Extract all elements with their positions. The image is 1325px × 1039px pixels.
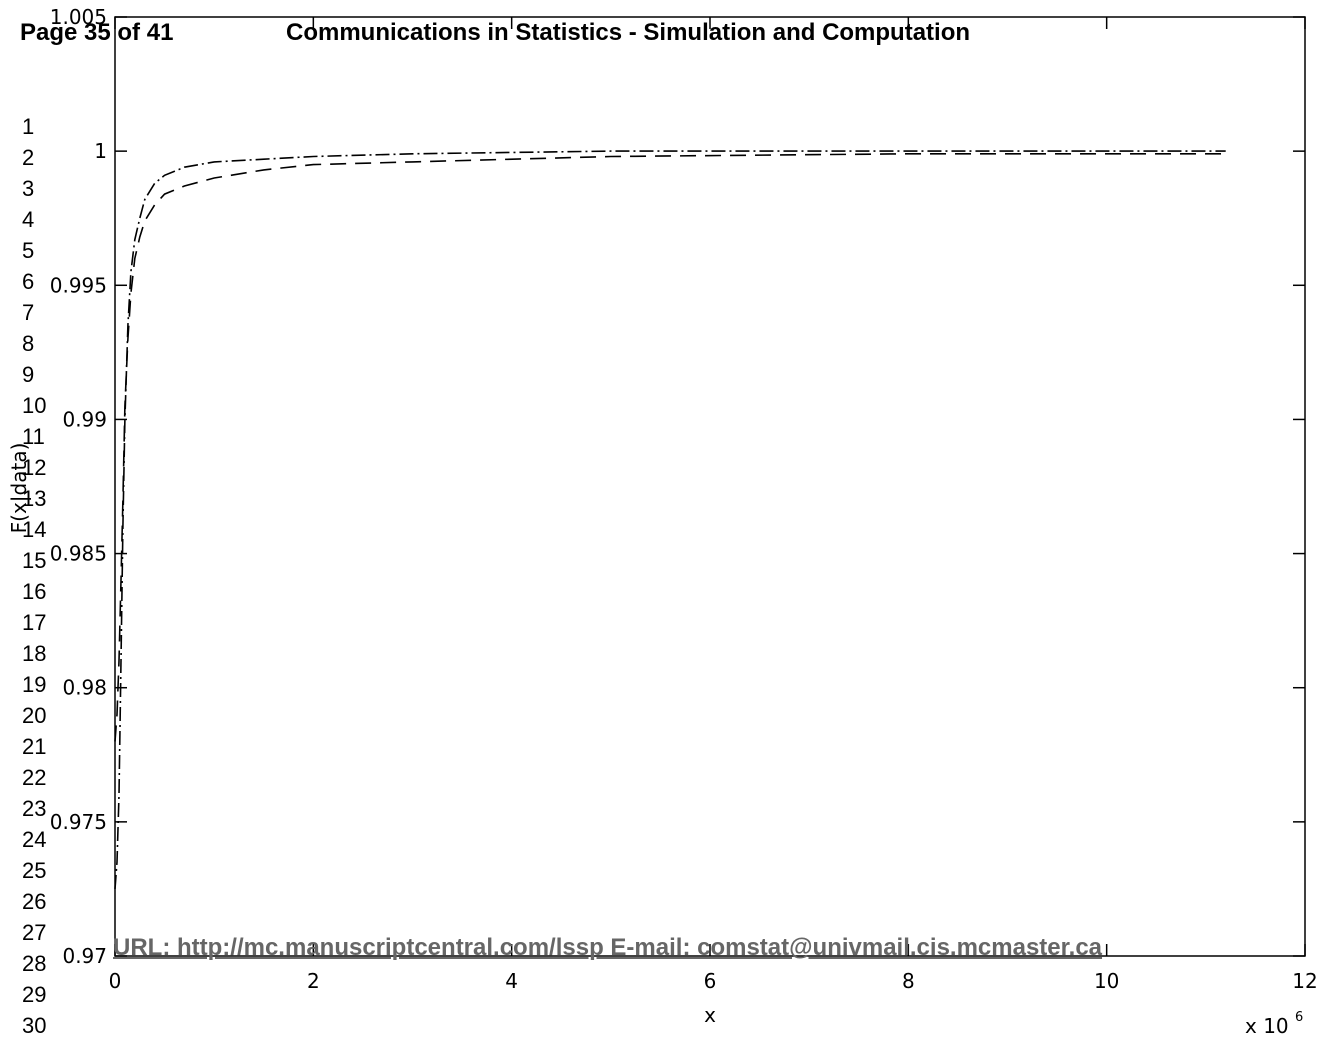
line-number: 5 xyxy=(22,238,35,263)
line-number: 25 xyxy=(22,858,47,883)
line-number: 11 xyxy=(22,424,45,449)
x-axis-multiplier-base: x 10 xyxy=(1245,1014,1289,1037)
y-tick-label: 0.98 xyxy=(62,676,107,700)
y-axis-label: F(x|data) xyxy=(7,443,31,534)
line-number: 15 xyxy=(22,548,47,573)
line-number: 13 xyxy=(22,486,47,511)
tick-layer: 0 2 4 6 8 10 12 0.97 0.975 0.98 0.985 0.99 0.995 1 1.0… xyxy=(50,5,1318,993)
line-number: 2 xyxy=(22,145,35,170)
line-number: 7 xyxy=(22,300,35,325)
x-axis-multiplier-exponent: 6 xyxy=(1295,1010,1303,1025)
y-tick-label: 1.005 xyxy=(50,5,107,29)
line-number: 27 xyxy=(22,920,47,945)
line-number: 9 xyxy=(22,362,35,387)
line-number: 6 xyxy=(22,269,35,294)
line-number: 26 xyxy=(22,889,47,914)
line-number: 8 xyxy=(22,331,35,356)
line-number: 22 xyxy=(22,765,47,790)
page-label: Page 35 of 41 xyxy=(20,19,174,46)
x-tick-label: 6 xyxy=(704,969,717,993)
x-tick-label: 0 xyxy=(109,969,122,993)
page-header: Page 35 of 41 Communications in Statisti… xyxy=(20,19,970,47)
line-number: 17 xyxy=(22,610,47,635)
y-tick-label: 0.975 xyxy=(50,810,107,834)
line-number: 29 xyxy=(22,982,47,1007)
x-tick-label: 8 xyxy=(902,969,915,993)
x-axis-label: x xyxy=(704,1003,716,1027)
line-number: 20 xyxy=(22,703,47,728)
line-number: 16 xyxy=(22,579,47,604)
x-axis-multiplier: x 10 6 xyxy=(1245,1010,1303,1037)
line-number: 12 xyxy=(22,455,47,480)
line-number: 24 xyxy=(22,827,47,852)
series-line-2 xyxy=(114,153,1226,742)
x-tick-label: 12 xyxy=(1292,969,1317,993)
line-number: 4 xyxy=(22,207,35,232)
x-tick-label: 2 xyxy=(307,969,320,993)
line-number: 14 xyxy=(22,517,47,542)
footer-url[interactable]: URL: http://mc.manuscriptcentral.com/lss… xyxy=(113,934,1103,961)
line-number: 23 xyxy=(22,796,47,821)
line-number: 28 xyxy=(22,951,47,976)
y-tick-label: 0.99 xyxy=(62,407,107,431)
series-line-1 xyxy=(114,150,1226,889)
y-tick-label: 0.97 xyxy=(62,944,107,968)
line-number: 1 xyxy=(22,114,35,139)
y-tick-label: 1 xyxy=(94,139,107,163)
y-tick-label: 0.995 xyxy=(50,273,107,297)
line-number: 21 xyxy=(22,734,47,759)
line-number: 3 xyxy=(22,176,35,201)
line-number: 18 xyxy=(22,641,47,666)
line-number: 30 xyxy=(22,1013,47,1038)
journal-title: Communications in Statistics - Simulatio… xyxy=(286,19,971,46)
line-number: 10 xyxy=(22,393,47,418)
y-tick-label: 0.985 xyxy=(50,542,107,566)
series-layer xyxy=(114,150,1226,889)
x-tick-label: 4 xyxy=(505,969,518,993)
x-tick-label: 10 xyxy=(1094,969,1119,993)
line-number: 19 xyxy=(22,672,47,697)
